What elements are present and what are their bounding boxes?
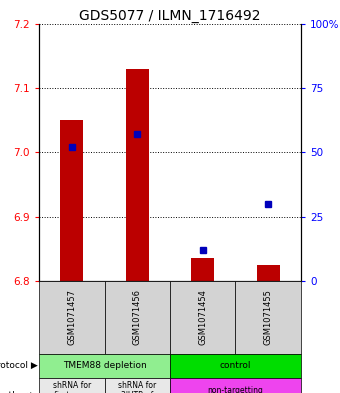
Text: shRNA for
3'UTR of
TMEM88: shRNA for 3'UTR of TMEM88 <box>118 381 156 393</box>
Text: GSM1071457: GSM1071457 <box>67 289 76 345</box>
Text: TMEM88 depletion: TMEM88 depletion <box>63 362 147 370</box>
Text: GSM1071455: GSM1071455 <box>264 289 273 345</box>
Bar <box>191 259 214 281</box>
Text: non-targetting
shRNA: non-targetting shRNA <box>207 386 264 393</box>
Bar <box>126 69 149 281</box>
Text: GSM1071454: GSM1071454 <box>198 289 207 345</box>
Title: GDS5077 / ILMN_1716492: GDS5077 / ILMN_1716492 <box>79 9 261 22</box>
Text: GSM1071456: GSM1071456 <box>133 289 142 345</box>
Text: shRNA for
first exon
of TMEM88: shRNA for first exon of TMEM88 <box>51 381 93 393</box>
Text: protocol ▶: protocol ▶ <box>0 362 37 370</box>
Bar <box>257 265 279 281</box>
Bar <box>61 120 83 281</box>
Text: control: control <box>220 362 251 370</box>
Text: other ▶: other ▶ <box>3 391 37 393</box>
